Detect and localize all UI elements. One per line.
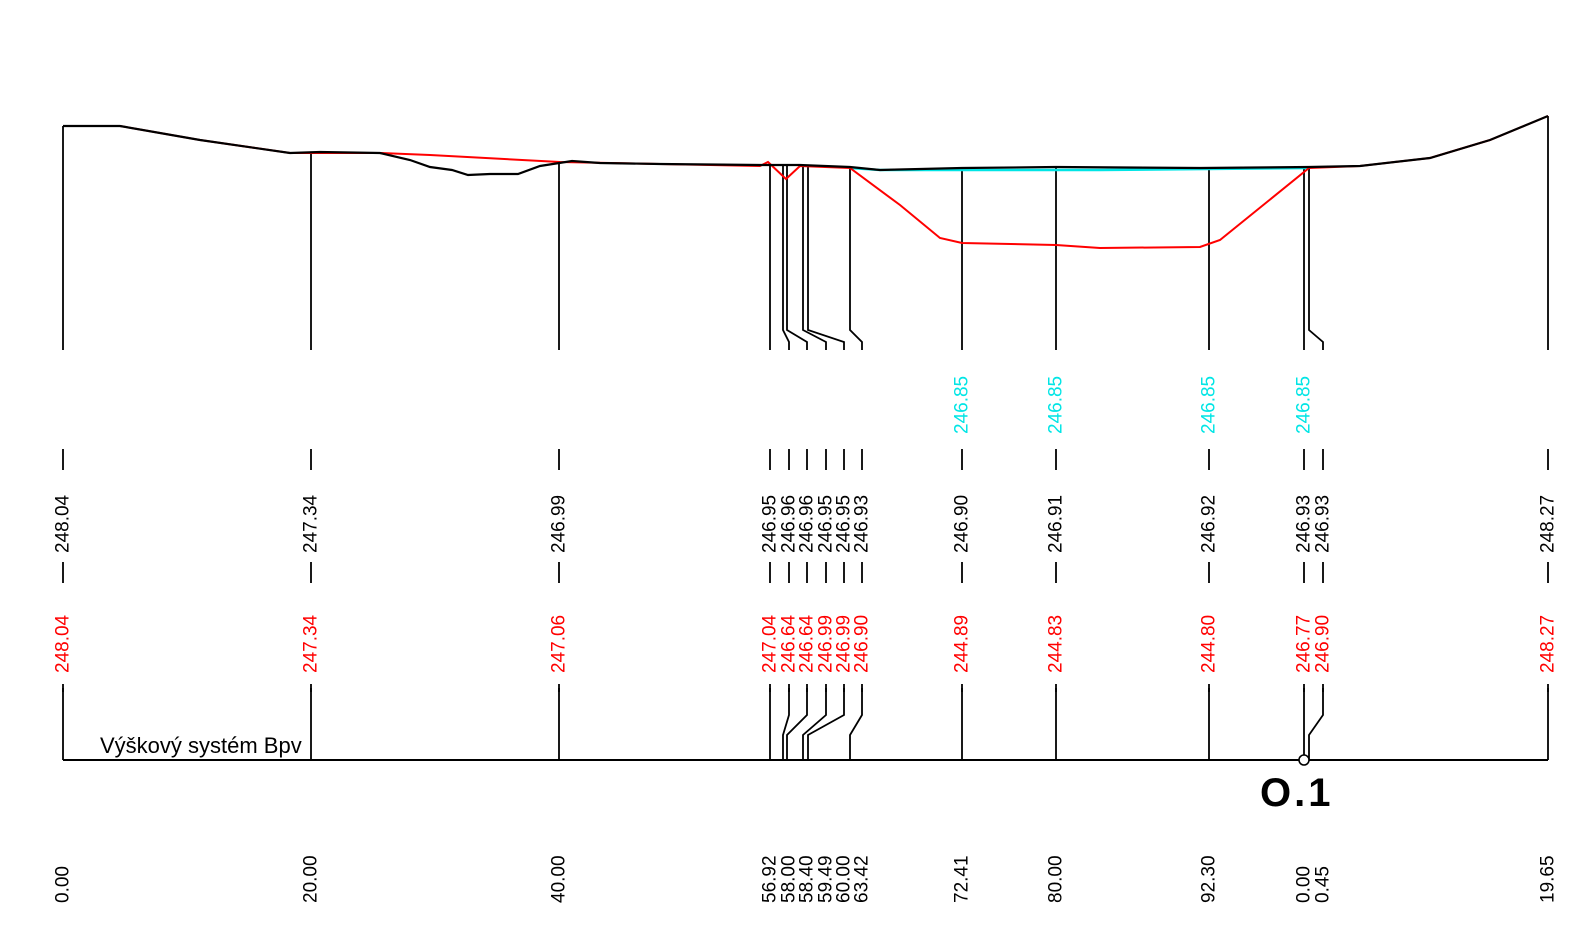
design-elevation-label: 248.27 <box>1538 615 1559 673</box>
terrain-elevation-label: 246.95 <box>760 495 781 553</box>
terrain-elevation-label: 246.96 <box>797 495 818 553</box>
height-system-label: Výškový systém Bpv <box>100 733 302 758</box>
terrain-elevation-label: 248.04 <box>53 494 74 553</box>
terrain-elevation-label: 247.34 <box>301 494 322 553</box>
section-line-lower <box>782 688 790 760</box>
stationing-label: 0.00 <box>53 866 74 903</box>
terrain-elevation-label: 246.93 <box>1313 495 1334 553</box>
profile-marker-label: O.1 <box>1260 771 1333 815</box>
terrain-elevation-label: 246.91 <box>1046 495 1067 553</box>
design-elevation-label: 246.77 <box>1294 615 1315 673</box>
section-line-lower <box>802 688 827 760</box>
design-elevation-label: 247.06 <box>549 615 570 673</box>
stationing-label: 40.00 <box>549 855 570 903</box>
terrain-elevation-labels: 248.04 247.34 246.99 246.95246.96246.96246.… <box>53 494 1559 553</box>
design-elevation-label: 246.90 <box>852 615 873 673</box>
stationing-label: 63.42 <box>852 855 873 903</box>
design-elevation-label: 246.64 <box>797 614 818 673</box>
design-elevation-label: 244.83 <box>1046 615 1067 673</box>
stationing-label: 58.40 <box>797 855 818 903</box>
design-elevation-labels: 248.04 247.34 247.06 247.04246.64246.64246.… <box>53 614 1559 673</box>
profile-marker-point <box>1298 754 1310 766</box>
stationing-labels: 0.00 20.00 40.00 56.9258.0058.4059.4960.006… <box>53 855 1559 903</box>
design-elevation-label: 246.90 <box>1313 615 1334 673</box>
section-line-lower <box>849 688 863 760</box>
water-level-label: 246.85 <box>1199 376 1220 434</box>
terrain-elevation-label: 248.27 <box>1538 495 1559 553</box>
section-line-lower <box>1308 688 1324 760</box>
stationing-label: 92.30 <box>1199 855 1220 903</box>
terrain-elevation-label: 246.93 <box>852 495 873 553</box>
water-level-label: 246.85 <box>1294 376 1315 434</box>
stationing-label: 56.92 <box>760 855 781 903</box>
stationing-label: 0.00 <box>1294 866 1315 903</box>
terrain-elevation-label: 246.92 <box>1199 495 1220 553</box>
design-elevation-label: 246.99 <box>834 615 855 673</box>
stationing-label: 60.00 <box>834 855 855 903</box>
design-elevation-label: 244.80 <box>1199 615 1220 673</box>
design-elevation-label: 244.89 <box>952 615 973 673</box>
band-tick-marks <box>62 449 1549 692</box>
terrain-elevation-label: 246.95 <box>834 495 855 553</box>
section-line-lower <box>786 688 808 760</box>
terrain-elevation-label: 246.93 <box>1294 495 1315 553</box>
water-level-label: 246.85 <box>1046 376 1067 434</box>
terrain-elevation-label: 246.99 <box>549 495 570 553</box>
section-line-upper <box>1308 168 1324 350</box>
design-elevation-label: 247.04 <box>760 614 781 673</box>
design-elevation-label: 246.99 <box>816 615 837 673</box>
stationing-label: 19.65 <box>1538 855 1559 903</box>
terrain-line <box>63 114 1549 177</box>
water-level-labels: 246.85 246.85 246.85 246.85 <box>952 376 1315 434</box>
stationing-label: 58.00 <box>779 855 800 903</box>
stationing-label: 59.49 <box>816 855 837 903</box>
design-elevation-label: 248.04 <box>53 614 74 673</box>
section-line-upper <box>782 166 790 350</box>
water-level-label: 246.85 <box>952 376 973 434</box>
section-line-upper <box>786 166 808 350</box>
stationing-label: 0.45 <box>1313 866 1334 903</box>
stationing-label: 80.00 <box>1046 855 1067 903</box>
terrain-elevation-label: 246.90 <box>952 495 973 553</box>
section-line-upper <box>849 167 863 350</box>
section-line-upper <box>802 165 827 350</box>
design-bed-line <box>63 115 1549 250</box>
stationing-label: 72.41 <box>952 855 973 903</box>
section-lines <box>62 116 1549 760</box>
terrain-elevation-label: 246.96 <box>779 495 800 553</box>
terrain-elevation-label: 246.95 <box>816 495 837 553</box>
stationing-label: 20.00 <box>301 855 322 903</box>
section-line-upper <box>807 165 845 350</box>
section-line-lower <box>807 688 845 760</box>
design-elevation-label: 247.34 <box>301 614 322 673</box>
design-elevation-label: 246.64 <box>779 614 800 673</box>
